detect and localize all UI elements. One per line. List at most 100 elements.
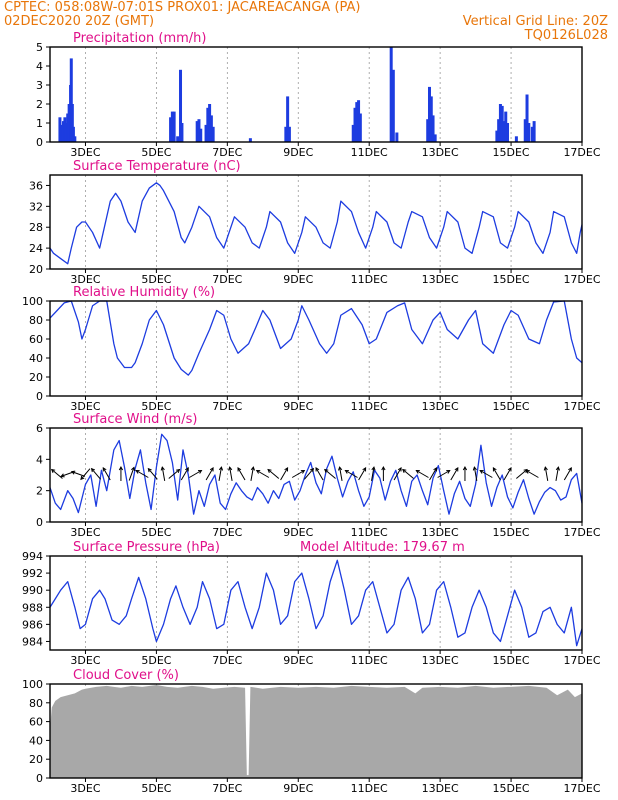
wind-x-tick-label: 17DEC [563,526,600,539]
wind-arrow-head [309,467,315,473]
wind-arrow-head [525,469,530,474]
wind-arrow [102,467,111,481]
precip-bar [286,96,290,142]
cloud-x-tick-label: 11DEC [351,782,388,795]
cloud-y-tick-label: 60 [29,716,43,729]
wind-arrow-shaft [71,471,86,477]
wind-arrow [503,467,512,481]
wind-arrow [280,467,289,481]
wind-arrow-shaft [280,467,289,481]
cloud-x-tick-label: 5DEC [141,782,171,795]
precip-bar [170,111,174,142]
wind-arrow [118,465,124,481]
wind-x-tick-label: 9DEC [283,526,313,539]
wind-arrow-head [255,469,261,474]
cloud-x-tick-label: 3DEC [70,782,100,795]
wind-arrow-shaft [544,467,549,481]
temp-x-tick-label: 3DEC [70,273,100,286]
wind-y-tick-label: 4 [36,453,43,466]
wind-arrow-head [147,467,152,473]
wind-arrow [516,468,528,479]
temp-series-line [49,182,583,265]
wind-arrow [250,466,255,481]
precip-bar [389,47,393,142]
wind-x-tick-label: 3DEC [70,526,100,539]
cloud-y-tick-label: 20 [29,753,43,766]
rh-x-tick-label: 11DEC [351,400,388,413]
temp-y-tick-label: 36 [29,179,43,192]
wind-arrow-head [454,467,459,472]
wind-arrow-head [397,467,402,472]
wind-arrow-head [80,475,85,481]
pressure-x-tick-label: 13DEC [422,654,459,667]
wind-arrow-shaft [229,467,233,481]
temp-frame [49,174,583,270]
wind-arrow [180,467,189,481]
precip-bar [248,138,252,142]
cloud-x-tick-label: 15DEC [493,782,530,795]
wind-arrow-shaft [479,470,493,478]
wind-arrow [255,469,270,478]
wind-arrow-shaft [416,470,429,478]
pressure-y-tick-label: 988 [22,601,43,614]
wind-arrow-shaft [358,467,367,481]
rh-x-tick-label: 17DEC [563,400,600,413]
temp-x-tick-label: 5DEC [141,273,171,286]
precip-bar [353,107,357,142]
wind-arrow [358,467,367,481]
wind-arrow-shaft [205,467,214,481]
wind-arrow [304,467,315,480]
wind-arrow [479,469,493,478]
rh-y-tick-label: 0 [36,390,43,403]
wind-arrow [135,469,149,478]
wind-arrow-head [70,470,76,475]
wind-arrow-shaft [563,467,572,481]
wind-arrow-head [555,466,560,471]
precip-x-tick-label: 5DEC [141,146,171,159]
cloud-frame [49,683,583,779]
wind-arrow [160,466,166,481]
rh-frame [49,300,583,397]
wind-x-tick-label: 15DEC [493,526,530,539]
wind-x-tick-label: 5DEC [141,526,171,539]
wind-arrow-head [402,468,407,473]
rh-y-tick-label: 80 [29,314,43,327]
precip-y-tick-label: 1 [36,117,43,130]
wind-arrow [492,467,501,481]
header-grid-note: Vertical Grid Line: 20Z [463,14,608,29]
precip-bar [530,126,534,142]
wind-arrow [267,468,280,479]
precip-y-tick-label: 4 [36,60,43,73]
wind-arrow-shaft [315,467,324,481]
wind-arrow-head [324,468,329,473]
wind-arrow-shaft [189,470,202,478]
rh-x-tick-label: 3DEC [70,400,100,413]
cloud-title: Cloud Cover (%) [73,668,179,683]
wind-arrow [563,467,572,481]
temp-y-tick-label: 28 [29,221,43,234]
precip-bar [195,121,199,142]
precip-bar [69,58,73,142]
wind-arrow-head [300,469,306,474]
wind-arrow [338,466,343,481]
wind-x-tick-label: 7DEC [212,526,242,539]
precip-x-tick-label: 13DEC [422,146,459,159]
wind-arrow-head [90,467,96,473]
wind-arrow-head [185,467,189,472]
pressure-y-tick-label: 990 [22,584,43,597]
precip-bar [204,124,208,142]
precip-bar [197,119,201,142]
wind-arrow-shaft [168,469,180,479]
precip-x-tick-label: 11DEC [351,146,388,159]
wind-arrow-head [267,468,272,473]
cloud-y-tick-label: 100 [22,678,43,691]
rh-y-tick-label: 100 [22,295,43,308]
wind-arrow [80,468,91,481]
precip-bar [495,130,499,142]
temp-y-tick-label: 20 [29,263,43,276]
rh-x-tick-label: 13DEC [422,400,459,413]
rh-title: Relative Humidity (%) [73,285,215,300]
precip-bar [206,107,210,142]
wind-arrow [472,466,478,481]
precip-bar [532,121,536,142]
